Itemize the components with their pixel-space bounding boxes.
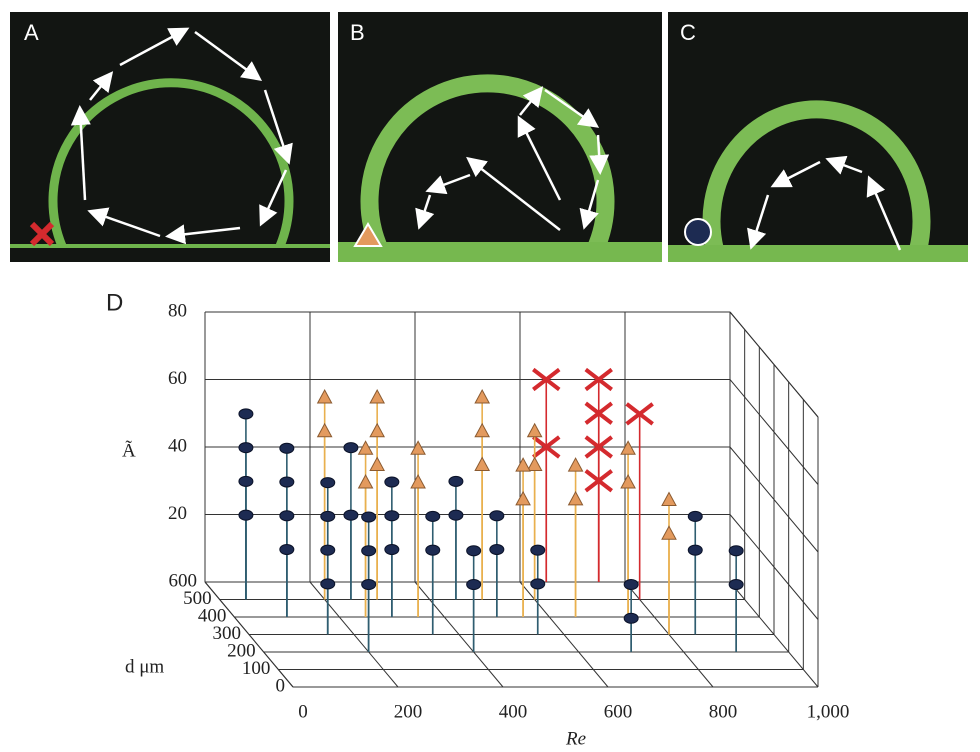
point <box>320 578 336 590</box>
point <box>384 544 400 555</box>
point <box>623 579 639 590</box>
point <box>361 545 377 557</box>
point <box>279 442 295 454</box>
z-tick-label: 80 <box>168 300 187 321</box>
y-tick-label: 300 <box>213 623 242 644</box>
y-tick-label: 100 <box>242 658 271 679</box>
point <box>687 544 703 556</box>
point <box>448 509 464 521</box>
point <box>567 457 584 472</box>
point <box>320 510 336 522</box>
grid-line <box>729 514 819 620</box>
point <box>620 473 636 489</box>
y-tick-label: 400 <box>198 605 227 626</box>
panel-label: C <box>680 20 696 45</box>
point <box>530 544 546 556</box>
point <box>425 510 441 522</box>
y-tick-label: 500 <box>183 588 212 609</box>
point <box>410 473 426 489</box>
x-tick-label: 1,000 <box>807 701 850 722</box>
point <box>238 475 254 487</box>
plot-3d: D Ã d μm Re 0 200 400 600 800 1,0000100200300… <box>106 289 849 749</box>
point <box>384 510 400 522</box>
point <box>474 456 491 471</box>
point <box>316 388 333 404</box>
point <box>515 457 531 472</box>
grid-line <box>729 446 819 553</box>
z-tick-label: 60 <box>168 368 187 389</box>
point <box>410 440 426 455</box>
point <box>489 544 505 555</box>
point <box>357 473 374 489</box>
point <box>425 544 441 556</box>
x-tick-label: 400 <box>499 701 528 722</box>
x-tick-label: 0 <box>298 701 308 722</box>
point <box>316 422 333 438</box>
point <box>687 510 703 522</box>
point <box>530 578 546 590</box>
point <box>474 388 491 404</box>
point <box>320 544 336 556</box>
point <box>384 476 400 488</box>
x-tick-label: 200 <box>394 701 423 722</box>
point <box>526 456 543 471</box>
point <box>369 456 386 471</box>
point <box>343 442 359 454</box>
point <box>661 491 677 506</box>
point <box>357 440 374 455</box>
y-tick-label: 600 <box>169 570 198 591</box>
point <box>620 440 636 455</box>
panel-label: B <box>350 20 365 45</box>
point <box>489 510 505 522</box>
point <box>584 367 613 392</box>
y-tick-label: 200 <box>227 640 256 661</box>
grid-line <box>729 311 819 418</box>
point <box>584 469 613 493</box>
point <box>584 435 613 459</box>
point <box>369 422 386 438</box>
x-tick-label: 800 <box>709 701 738 722</box>
z-tick-label: 20 <box>168 503 187 524</box>
point <box>661 525 677 540</box>
point <box>474 422 491 438</box>
point <box>238 509 254 521</box>
x-tick-label: 600 <box>604 701 633 722</box>
point <box>532 435 561 459</box>
point <box>466 579 482 590</box>
point <box>623 612 639 624</box>
y-tick-label: 0 <box>276 675 286 696</box>
point <box>320 477 336 489</box>
point <box>728 579 744 590</box>
point <box>238 442 254 454</box>
point <box>526 422 543 438</box>
point <box>728 545 744 557</box>
grid-line <box>729 379 819 485</box>
photo-a: A <box>10 12 330 262</box>
point <box>466 545 482 557</box>
x-axis-label: Re <box>565 728 586 749</box>
y-axis-label: d μm <box>125 656 164 677</box>
point <box>584 401 613 425</box>
point <box>567 490 584 506</box>
point <box>515 490 531 506</box>
chart-title: D <box>106 289 123 316</box>
z-tick-label: 40 <box>168 435 187 456</box>
point <box>532 367 561 392</box>
point <box>279 476 295 488</box>
point <box>625 402 654 426</box>
z-axis-label: Ã <box>122 439 136 461</box>
panel-label: A <box>24 20 39 45</box>
point <box>369 388 386 404</box>
photo-b: B <box>338 12 662 262</box>
photo-c: C <box>668 12 968 262</box>
point <box>361 579 377 590</box>
point <box>361 511 377 523</box>
point <box>279 544 295 555</box>
point <box>279 510 295 522</box>
point <box>448 475 464 487</box>
point <box>238 408 254 420</box>
point <box>343 509 359 521</box>
